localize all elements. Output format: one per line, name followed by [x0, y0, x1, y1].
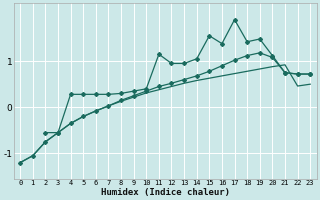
X-axis label: Humidex (Indice chaleur): Humidex (Indice chaleur): [101, 188, 230, 197]
